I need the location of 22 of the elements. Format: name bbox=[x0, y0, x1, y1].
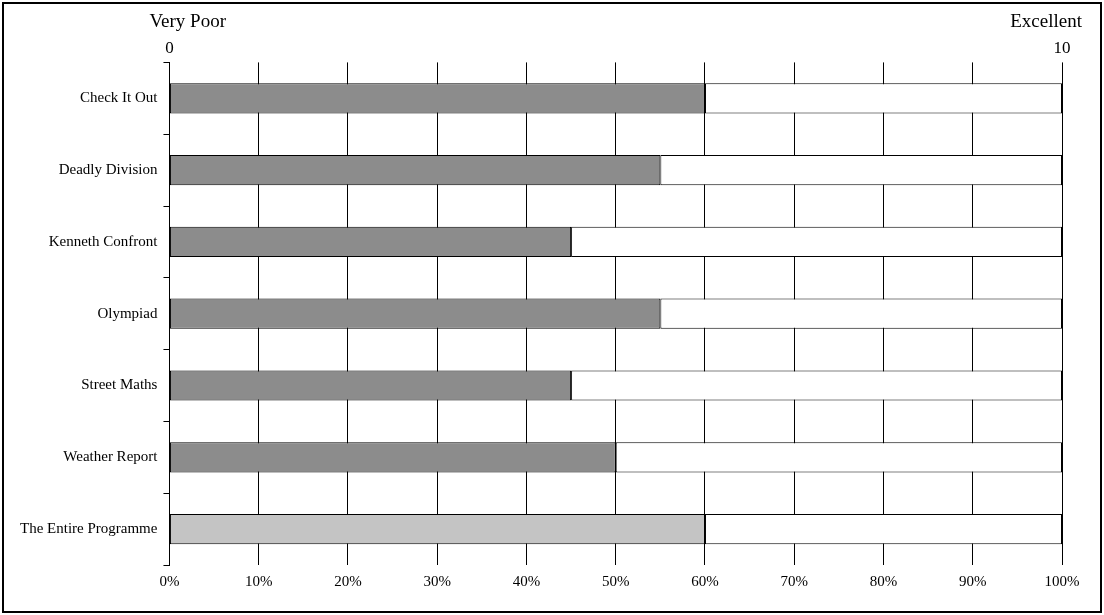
text: Very Poor bbox=[149, 10, 227, 32]
y-tick-label: Kenneth Confront bbox=[48, 232, 159, 249]
y-tick-label: Weather Report bbox=[63, 448, 159, 465]
x2-tick-label: 10 bbox=[1053, 37, 1071, 57]
text: Excellent bbox=[1010, 10, 1083, 32]
x-tick-label: 30% bbox=[423, 572, 451, 589]
x2-tick-label: 0 bbox=[165, 37, 174, 57]
x-tick-label: 70% bbox=[780, 572, 808, 589]
x-tick-label: 80% bbox=[869, 572, 898, 589]
x-tick-label: 50% bbox=[601, 572, 630, 589]
x-tick-label: 20% bbox=[334, 572, 362, 589]
x-tick-label: 0% bbox=[159, 572, 180, 589]
x-tick-label: 10% bbox=[244, 572, 273, 589]
x-tick-label: 90% bbox=[959, 572, 987, 589]
y-tick-label: Deadly Division bbox=[58, 161, 158, 178]
y-tick-label: The Entire Programme bbox=[19, 520, 158, 537]
y-tick-label: Street Maths bbox=[81, 376, 158, 393]
x-tick-label: 100% bbox=[1044, 572, 1080, 589]
y-tick-label: Olympiad bbox=[97, 304, 158, 321]
y-tick-label: Check It Out bbox=[79, 89, 159, 106]
x-tick-label: 60% bbox=[691, 572, 719, 589]
x-tick-label: 40% bbox=[512, 572, 541, 589]
